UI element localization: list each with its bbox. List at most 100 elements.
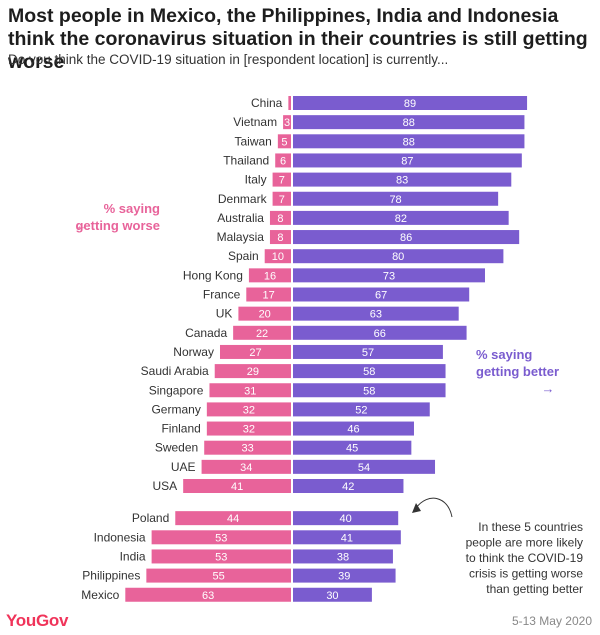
category-label-indonesia: Indonesia	[94, 530, 146, 544]
value-better-singapore: 58	[363, 385, 375, 397]
bar-worse-india	[151, 549, 291, 564]
legend-worse-line1: % saying	[104, 201, 160, 216]
value-better-thailand: 87	[401, 155, 413, 167]
annotation-line: people are more likely	[466, 536, 583, 550]
value-worse-mexico: 63	[202, 590, 214, 602]
bar-better-thailand	[293, 153, 522, 168]
date-range: 5-13 May 2020	[511, 614, 592, 628]
bar-better-usa	[293, 479, 404, 493]
value-worse-hong-kong: 16	[264, 270, 276, 282]
bar-worse-france	[246, 287, 291, 302]
bar-better-canada	[293, 325, 467, 340]
value-better-finland: 46	[347, 424, 359, 436]
value-better-denmark: 78	[389, 194, 401, 206]
value-better-china: 89	[404, 98, 416, 110]
bar-worse-taiwan	[277, 134, 291, 149]
bar-better-indonesia	[293, 530, 401, 545]
bar-worse-denmark	[272, 191, 291, 206]
bar-better-australia	[293, 210, 509, 225]
bar-worse-uk	[238, 306, 291, 321]
value-worse-sweden: 33	[241, 443, 253, 455]
bar-better-denmark	[293, 191, 499, 206]
value-better-spain: 80	[392, 251, 404, 263]
annotation-line: crisis is getting worse	[469, 567, 583, 581]
bar-better-vietnam	[293, 115, 525, 130]
value-better-mexico: 30	[326, 590, 338, 602]
legend-worse-line2: getting worse	[75, 218, 160, 233]
value-worse-usa: 41	[231, 481, 243, 493]
value-worse-finland: 32	[243, 424, 255, 436]
yougov-logo: YouGov	[6, 611, 69, 630]
value-better-poland: 40	[339, 513, 351, 525]
value-better-sweden: 45	[346, 443, 358, 455]
bar-better-france	[293, 287, 470, 302]
bar-better-malaysia	[293, 230, 520, 245]
value-worse-spain: 10	[272, 251, 284, 263]
category-label-finland: Finland	[161, 422, 200, 436]
category-label-thailand: Thailand	[223, 153, 269, 167]
category-label-uk: UK	[216, 307, 233, 321]
value-worse-australia: 8	[277, 213, 283, 225]
bar-worse-thailand	[275, 153, 291, 168]
value-better-uae: 54	[358, 462, 370, 474]
bar-worse-germany	[206, 402, 291, 417]
value-better-norway: 57	[362, 347, 374, 359]
legend-better-line2: getting better	[476, 364, 559, 379]
category-label-france: France	[203, 288, 241, 302]
value-worse-saudi-arabia: 29	[247, 366, 259, 378]
bar-better-uk	[293, 306, 459, 321]
bar-worse-singapore	[209, 383, 291, 398]
bar-better-singapore	[293, 383, 446, 398]
bar-worse-spain	[264, 249, 291, 264]
bar-better-saudi-arabia	[293, 364, 446, 379]
category-label-canada: Canada	[185, 326, 227, 340]
legend-better-arrow: →	[542, 381, 555, 396]
category-label-malaysia: Malaysia	[217, 230, 265, 244]
category-label-uae: UAE	[171, 460, 196, 474]
value-better-canada: 66	[374, 328, 386, 340]
value-worse-malaysia: 8	[277, 232, 283, 244]
bar-better-hong-kong	[293, 268, 485, 283]
bar-worse-italy	[272, 172, 291, 187]
value-better-saudi-arabia: 58	[363, 366, 375, 378]
bar-better-uae	[293, 459, 436, 474]
annotation-arrow	[415, 497, 453, 518]
bar-worse-china	[288, 96, 291, 110]
category-label-spain: Spain	[228, 249, 259, 263]
category-label-china: China	[251, 96, 283, 110]
annotation-text: In these 5 countries people are more like…	[466, 520, 584, 596]
value-worse-france: 17	[263, 290, 275, 302]
chart-subtitle: Do you think the COVID-19 situation in […	[8, 52, 449, 67]
value-better-germany: 52	[355, 404, 367, 416]
value-worse-germany: 32	[243, 404, 255, 416]
bar-better-norway	[293, 344, 443, 359]
category-label-india: India	[120, 549, 146, 563]
bar-worse-vietnam	[283, 115, 291, 130]
bar-better-china	[293, 96, 528, 110]
value-worse-taiwan: 5	[281, 136, 287, 148]
value-worse-india: 53	[215, 551, 227, 563]
bar-worse-philippines	[146, 568, 291, 583]
bar-better-india	[293, 549, 393, 564]
value-better-taiwan: 88	[403, 136, 415, 148]
value-worse-norway: 27	[249, 347, 261, 359]
category-label-poland: Poland	[132, 511, 169, 525]
value-worse-uk: 20	[259, 309, 271, 321]
annotation-line: In these 5 countries	[478, 520, 583, 534]
category-label-taiwan: Taiwan	[234, 134, 271, 148]
value-better-france: 67	[375, 290, 387, 302]
category-label-singapore: Singapore	[149, 383, 204, 397]
value-worse-thailand: 6	[280, 155, 286, 167]
bar-worse-finland	[206, 421, 291, 436]
value-better-usa: 42	[342, 481, 354, 493]
category-label-philippines: Philippines	[82, 569, 140, 583]
value-worse-poland: 44	[227, 513, 239, 525]
category-label-denmark: Denmark	[218, 192, 268, 206]
bar-better-germany	[293, 402, 430, 417]
bar-worse-sweden	[204, 440, 291, 455]
bar-better-italy	[293, 172, 512, 187]
value-better-philippines: 39	[338, 571, 350, 583]
bar-worse-malaysia	[269, 230, 291, 245]
bar-better-finland	[293, 421, 414, 436]
bar-better-taiwan	[293, 134, 525, 149]
